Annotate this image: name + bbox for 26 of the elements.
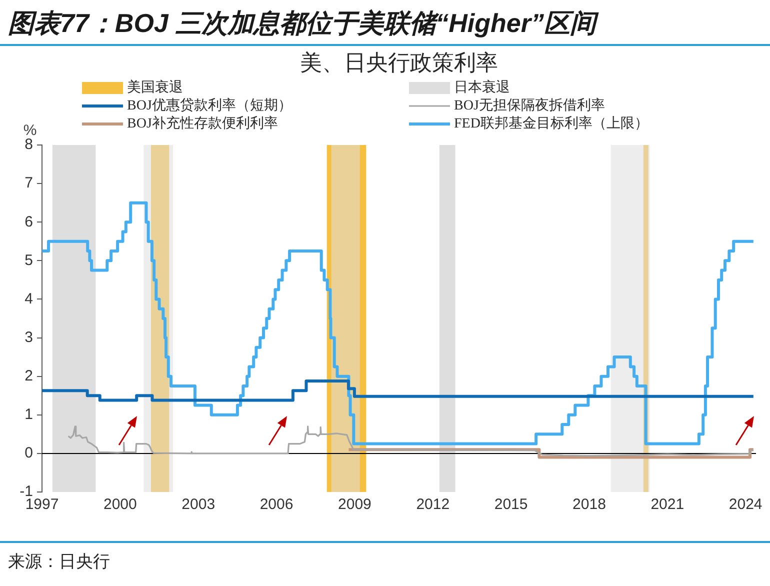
- legend-label: FED联邦基金目标利率（上限）: [454, 116, 648, 132]
- y-tick-label: 7: [24, 174, 33, 192]
- legend-label: 日本衰退: [454, 80, 510, 96]
- y-tick-label: 6: [24, 213, 33, 230]
- x-tick-label: 2006: [260, 496, 294, 514]
- y-tick-label: 4: [24, 290, 33, 308]
- x-tick-label: 2003: [182, 496, 216, 514]
- legend-label: 美国衰退: [127, 80, 183, 96]
- x-tick-label: 2000: [103, 496, 137, 514]
- x-tick-label: 1997: [25, 496, 59, 514]
- chart-subtitle: 美、日央行政策利率: [300, 50, 498, 75]
- x-tick-label: 2009: [338, 496, 372, 514]
- legend-label: BOJ优惠贷款利率（短期）: [127, 98, 292, 114]
- x-tick-label: 2015: [494, 496, 528, 514]
- y-tick-label: 0: [24, 444, 33, 462]
- source-note: 来源：日央行: [8, 551, 110, 573]
- x-tick-label: 2024: [728, 496, 762, 514]
- x-tick-label: 2018: [572, 496, 606, 514]
- legend-label: BOJ无担保隔夜拆借利率: [454, 98, 605, 114]
- y-tick-label: 5: [24, 252, 33, 269]
- y-tick-label: 1: [24, 406, 33, 424]
- y-tick-label: 3: [24, 328, 33, 346]
- y-tick-label: 2: [24, 367, 33, 384]
- x-tick-label: 2012: [416, 496, 450, 514]
- x-tick-label: 2021: [650, 496, 684, 514]
- legend-label: BOJ补充性存款便利利率: [127, 116, 278, 132]
